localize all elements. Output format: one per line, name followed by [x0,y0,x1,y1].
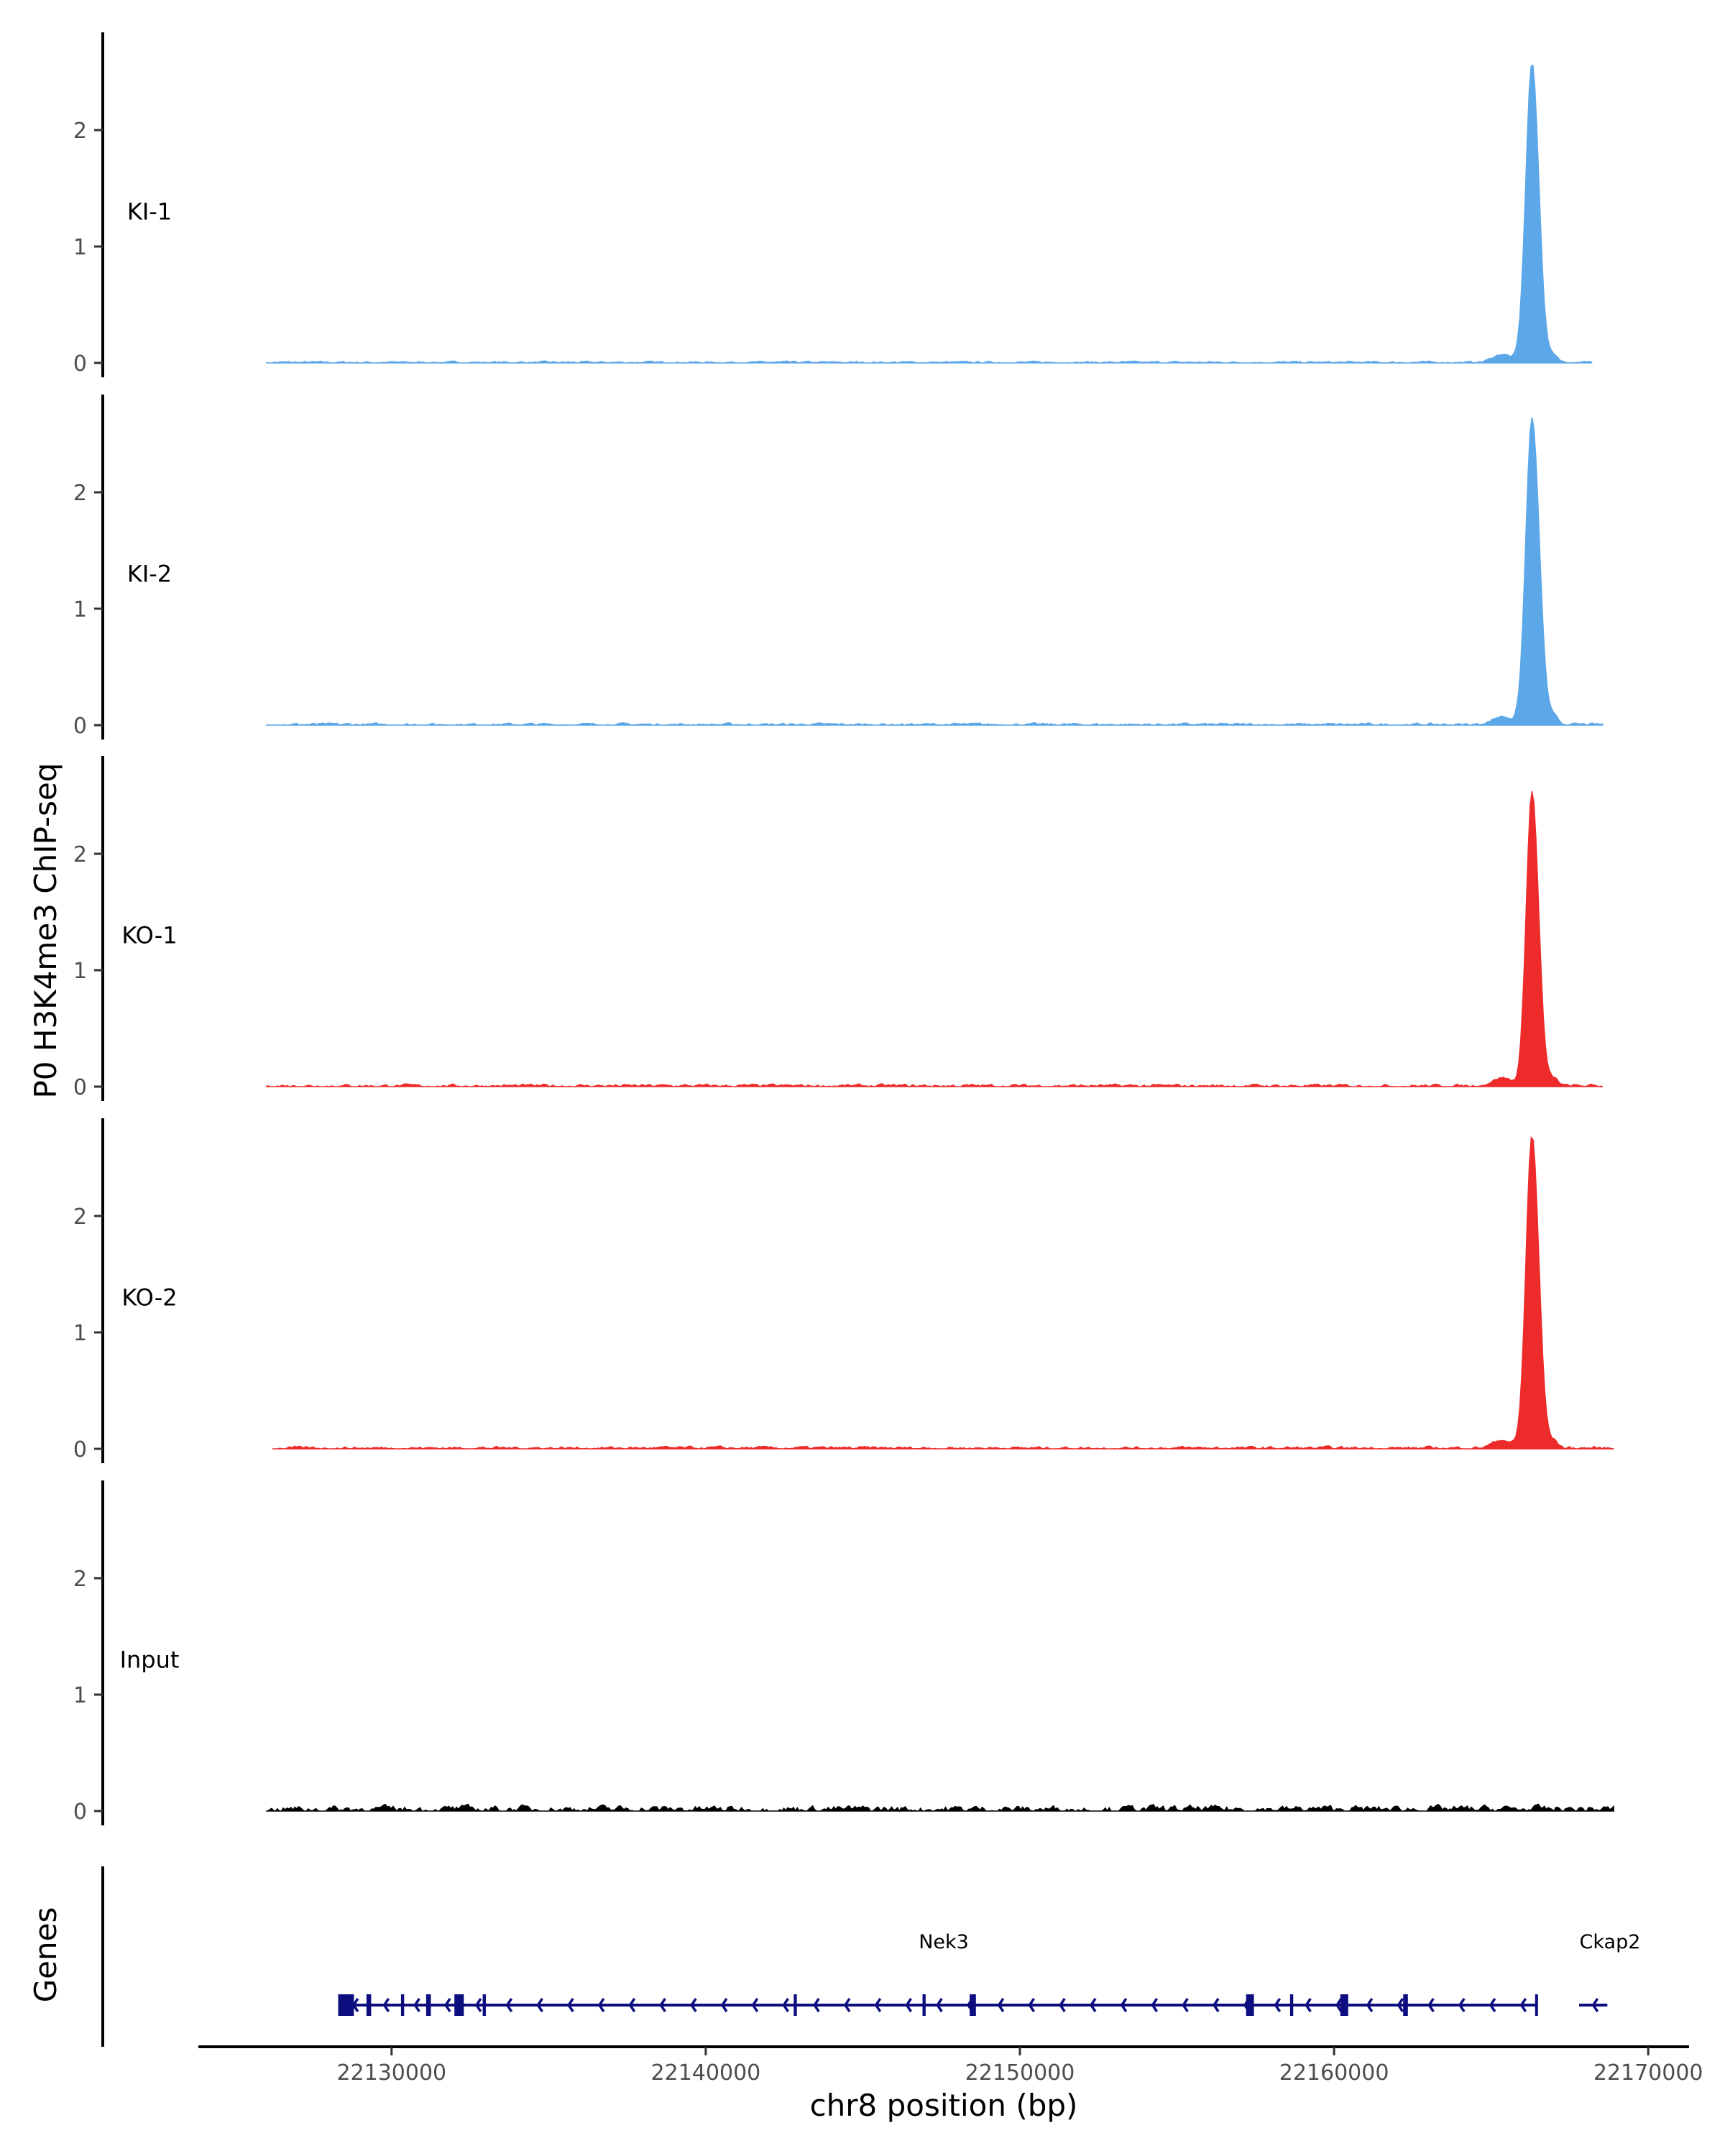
y-tick-label: 2 [73,842,87,867]
strand-arrow [843,1998,851,2012]
coverage-area [265,64,1593,364]
y-tick-label: 1 [73,1321,87,1346]
genes-track: Genes Nek3 Ckap2 [28,1866,1640,2047]
y-tick-label: 0 [73,1800,87,1825]
y-tick-label: 2 [73,1204,87,1230]
strand-arrow [1591,1998,1599,2012]
strand-arrow [1059,1998,1066,2012]
strand-arrow [597,1998,605,2012]
exon [426,1994,431,2016]
y-tick-label: 1 [73,235,87,260]
strand-arrow [1519,1998,1527,2012]
strand-arrow [1182,1998,1189,2012]
strand-arrow [1397,1998,1404,2012]
exon [1403,1994,1408,2016]
exon [1535,1994,1538,2016]
coverage-area [265,417,1604,726]
exon [454,1994,464,2016]
strand-arrow [474,1998,482,2012]
strand-arrow [1120,1998,1128,2012]
strand-arrow [628,1998,636,2012]
exon [1289,1994,1294,2016]
y-tick-label: 0 [73,714,87,739]
track-ko-2: 0 1 2 KO-2 [73,1118,1614,1463]
strand-arrow [751,1998,759,2012]
strand-arrow [1427,1998,1435,2012]
strand-arrow [1089,1998,1097,2012]
strand-arrow [720,1998,728,2012]
y-tick-label: 0 [73,1075,87,1100]
gene-label: Nek3 [919,1931,969,1953]
x-tick-label: 22160000 [1279,2060,1389,2086]
strand-arrow [536,1998,543,2012]
strand-arrow [905,1998,912,2012]
track-label: KO-2 [121,1284,177,1311]
x-axis-title: chr8 position (bp) [810,2088,1078,2123]
x-tick-label: 22150000 [965,2060,1075,2086]
exon [970,1994,976,2016]
x-axis: 22130000 22140000 22150000 22160000 22170000 [198,2045,1703,2086]
strand-arrow [782,1998,789,2012]
coverage-area [266,1803,1614,1812]
strand-arrow [659,1998,666,2012]
track-ko-1: 0 1 2 KO-1 [73,756,1604,1101]
x-tick-label: 22140000 [651,2060,761,2086]
exon [366,1994,372,2016]
y-tick-label: 1 [73,1683,87,1708]
track-label: KI-2 [127,560,172,587]
strand-arrow [690,1998,697,2012]
y-tick-label: 0 [73,1437,87,1462]
strand-arrow [1151,1998,1159,2012]
strand-arrow [1366,1998,1374,2012]
track-input: 0 1 2 Input [73,1480,1614,1825]
coverage-area [265,791,1604,1087]
y-tick-label: 2 [73,119,87,144]
strand-arrow [1028,1998,1035,2012]
strand-arrow [1305,1998,1312,2012]
gene-label: Ckap2 [1580,1931,1641,1953]
exon [338,1994,354,2016]
genes-track-label: Genes [28,1907,63,2003]
exon [400,1994,405,2016]
track-ki-1: 0 1 2 KI-1 [73,32,1593,377]
strand-arrow [813,1998,820,2012]
track-label: KO-1 [121,921,177,949]
track-ki-2: 0 1 2 KI-2 [73,395,1604,740]
exon [1246,1994,1254,2016]
strand-arrow [936,1998,943,2012]
strand-arrow [505,1998,513,2012]
gene-ckap2: Ckap2 [1579,1931,1640,2012]
strand-arrow [413,1998,420,2012]
strand-arrow [1335,1998,1343,2012]
y-tick-label: 2 [73,1567,87,1592]
track-label: KI-1 [127,198,172,225]
strand-arrow [997,1998,1005,2012]
coverage-area [272,1135,1614,1450]
strand-arrow [874,1998,882,2012]
exon [482,1994,486,2016]
strand-arrow [567,1998,574,2012]
strand-arrow [444,1998,451,2012]
strand-arrow [1212,1998,1220,2012]
x-tick-label: 22130000 [336,2060,446,2086]
exon [922,1994,926,2016]
track-label: Input [120,1646,180,1673]
strand-arrow [1489,1998,1496,2012]
y-tick-label: 0 [73,351,87,377]
strand-arrow [1458,1998,1466,2012]
x-tick-label: 22170000 [1593,2060,1703,2086]
exon [1340,1994,1348,2016]
strand-arrow [1274,1998,1282,2012]
y-axis-title: P0 H3K4me3 ChIP-seq [28,763,63,1098]
y-tick-label: 1 [73,959,87,984]
gene-nek3: Nek3 [338,1931,1538,2016]
coverage-tracks: 0 1 2 KI-1 0 1 2 KI-2 0 1 2 KO-1 0 1 2 KO-2 0 1 2 Input [73,32,1614,1825]
strand-arrow [382,1998,390,2012]
y-tick-label: 1 [73,597,87,622]
exon [794,1994,797,2016]
y-tick-label: 2 [73,481,87,506]
